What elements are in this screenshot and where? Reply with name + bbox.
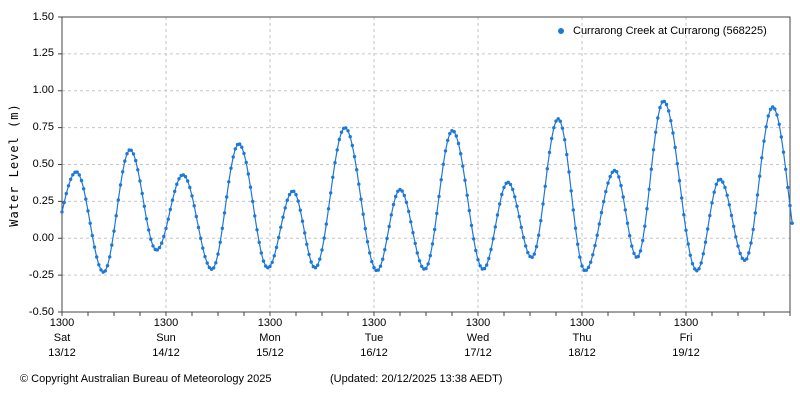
x-tick-label: 1300 Fri 19/12	[672, 317, 700, 359]
y-tick-label: 0.50	[32, 158, 54, 170]
x-tick-label: 1300 Thu 18/12	[568, 317, 596, 359]
x-tick-label: 1300 Sat 13/12	[48, 317, 76, 359]
y-tick-label: -0.25	[28, 269, 54, 281]
tide-series	[60, 99, 794, 274]
copyright-text: © Copyright Australian Bureau of Meteoro…	[20, 373, 272, 385]
axis-ticks	[58, 16, 791, 316]
y-tick-label: 0.75	[32, 121, 54, 133]
x-tick-label: 1300 Mon 15/12	[256, 317, 284, 359]
legend: Currarong Creek at Currarong (568225)	[558, 24, 767, 38]
y-tick-label: 0.00	[32, 232, 54, 244]
y-tick-label: 0.25	[32, 195, 54, 207]
x-tick-label: 1300 Sun 14/12	[152, 317, 180, 359]
legend-series-label: Currarong Creek at Currarong (568225)	[573, 25, 767, 37]
y-tick-label: -0.50	[28, 306, 54, 318]
plot-frame	[61, 16, 791, 313]
y-tick-label: 1.00	[32, 84, 54, 96]
y-tick-label: 1.50	[32, 11, 54, 23]
x-tick-label: 1300 Tue 16/12	[360, 317, 388, 359]
gridlines	[62, 17, 791, 312]
updated-timestamp: (Updated: 20/12/2025 13:38 AEDT)	[330, 373, 503, 385]
y-tick-label: 1.25	[32, 47, 54, 59]
x-tick-label: 1300 Wed 17/12	[464, 317, 492, 359]
legend-marker-dot-icon	[558, 28, 564, 34]
